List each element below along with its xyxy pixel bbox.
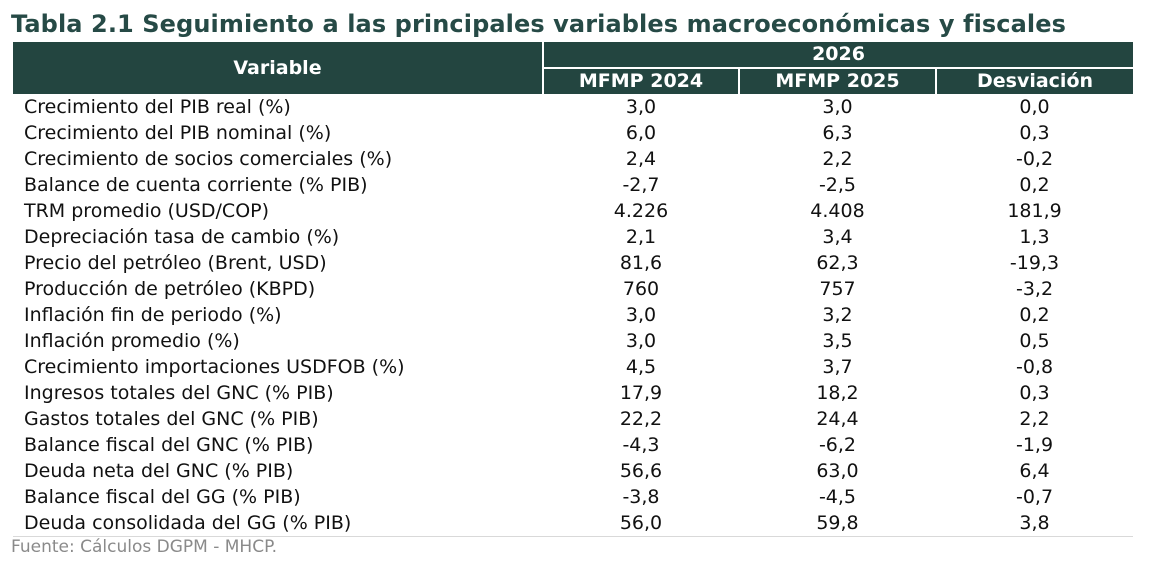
row-label: Depreciación tasa de cambio (%) (24, 226, 340, 248)
value-mfmp-2025: 3,4 (822, 226, 853, 248)
table-row: TRM promedio (USD/COP) 4.226 4.408 181,9 (13, 198, 1133, 224)
value-desviacion: 181,9 (1007, 200, 1062, 222)
table-row: Balance fiscal del GNC (% PIB) -4,3 -6,2 -1… (13, 432, 1133, 458)
row-label: Balance fiscal del GG (% PIB) (24, 486, 301, 508)
value-mfmp-2025: -4,5 (818, 486, 857, 508)
column-header-mfmp-2025: MFMP 2025 (739, 68, 937, 94)
row-label: Deuda neta del GNC (% PIB) (24, 460, 294, 482)
value-desviacion: 0,3 (1019, 122, 1050, 144)
table-row: Crecimiento importaciones USDFOB (%) 4,5 3… (13, 354, 1133, 380)
table-row: Balance de cuenta corriente (% PIB) -2,7 -… (13, 172, 1133, 198)
value-desviacion: 2,2 (1019, 408, 1050, 430)
value-mfmp-2024: 17,9 (619, 382, 663, 404)
value-mfmp-2025: -6,2 (818, 434, 857, 456)
row-label: Balance fiscal del GNC (% PIB) (24, 434, 314, 456)
value-desviacion: 3,8 (936, 510, 1134, 537)
row-label: Crecimiento del PIB nominal (%) (24, 122, 332, 144)
value-mfmp-2024: 56,0 (543, 510, 739, 537)
value-mfmp-2024: 2,1 (625, 226, 657, 248)
value-mfmp-2025: 4.408 (810, 200, 865, 222)
value-mfmp-2024: 22,2 (619, 408, 663, 430)
source-note: Fuente: Cálculos DGPM - MHCP. (11, 537, 278, 557)
value-desviacion: 0,3 (1019, 382, 1050, 404)
value-mfmp-2025: 3,2 (822, 304, 853, 326)
row-label: Precio del petróleo (Brent, USD) (24, 252, 327, 274)
value-mfmp-2024: 760 (622, 278, 660, 300)
column-header-mfmp-2024: MFMP 2024 (543, 68, 740, 94)
table-row: Crecimiento del PIB nominal (%) 6,0 6,3 0,3 (13, 120, 1133, 146)
value-mfmp-2025: -2,5 (818, 174, 857, 196)
row-label: Balance de cuenta corriente (% PIB) (24, 174, 368, 196)
value-mfmp-2024: 56,6 (619, 460, 663, 482)
value-desviacion: 6,4 (1019, 460, 1050, 482)
table-row: Deuda neta del GNC (% PIB) 56,6 63,0 6,4 (13, 458, 1133, 484)
value-mfmp-2024: -4,3 (622, 434, 660, 456)
value-desviacion: -0,2 (1015, 148, 1054, 170)
value-desviacion: -0,7 (1015, 486, 1054, 508)
value-mfmp-2025: 3,0 (822, 96, 853, 118)
value-mfmp-2024: 2,4 (625, 148, 657, 170)
value-mfmp-2025: 24,4 (816, 408, 859, 430)
value-mfmp-2024: 3,0 (625, 96, 657, 118)
table-row: Inflación promedio (%) 3,0 3,5 0,5 (13, 328, 1133, 354)
table-row: Crecimiento de socios comerciales (%) 2,4… (13, 146, 1133, 172)
value-desviacion: -3,2 (1015, 278, 1054, 300)
row-label: Gastos totales del GNC (% PIB) (24, 408, 319, 430)
row-label: Deuda consolidada del GG (% PIB) (13, 510, 543, 537)
table-row: Crecimiento del PIB real (%) 3,0 3,0 0,0 (13, 94, 1133, 120)
value-mfmp-2024: 4,5 (625, 356, 657, 378)
row-label: Crecimiento del PIB real (%) (24, 96, 291, 118)
value-mfmp-2025: 757 (819, 278, 856, 300)
value-desviacion: -19,3 (1009, 252, 1060, 274)
row-label: Ingresos totales del GNC (% PIB) (24, 382, 334, 404)
value-mfmp-2024: 81,6 (619, 252, 663, 274)
table-row: Balance fiscal del GG (% PIB) -3,8 -4,5 -0,… (13, 484, 1133, 510)
value-mfmp-2024: -3,8 (622, 486, 660, 508)
value-desviacion: 0,2 (1019, 304, 1050, 326)
row-label: Inflación fin de periodo (%) (24, 304, 282, 326)
table-row: Precio del petróleo (Brent, USD) 81,6 62,3… (13, 250, 1133, 276)
row-label: TRM promedio (USD/COP) (24, 200, 270, 222)
value-mfmp-2025: 62,3 (816, 252, 859, 274)
value-mfmp-2025: 3,5 (822, 330, 853, 352)
row-label: Inflación promedio (%) (24, 330, 240, 352)
row-label: Crecimiento importaciones USDFOB (%) (24, 356, 405, 378)
value-mfmp-2024: -2,7 (622, 174, 660, 196)
value-mfmp-2025: 6,3 (822, 122, 853, 144)
value-mfmp-2024: 3,0 (625, 304, 657, 326)
value-desviacion: -0,8 (1015, 356, 1054, 378)
table-row: Inflación fin de periodo (%) 3,0 3,2 0,2 (13, 302, 1133, 328)
value-mfmp-2025: 2,2 (822, 148, 853, 170)
value-mfmp-2025: 63,0 (816, 460, 859, 482)
variable-header: Variable (13, 42, 544, 94)
table-row: Depreciación tasa de cambio (%) 2,1 3,4 1,3 (13, 224, 1133, 250)
table-row: Producción de petróleo (KBPD) 760 757 -3,2 (13, 276, 1133, 302)
value-mfmp-2024: 6,0 (625, 122, 657, 144)
row-label: Producción de petróleo (KBPD) (24, 278, 316, 300)
value-mfmp-2024: 4.226 (613, 200, 669, 222)
macro-fiscal-table: Variable 2026 MFMP 2024 MFMP 2025 Desvia… (13, 42, 1134, 537)
value-desviacion: 1,3 (1019, 226, 1050, 248)
value-desviacion: 0,5 (1019, 330, 1050, 352)
row-label: Crecimiento de socios comerciales (%) (24, 148, 393, 170)
table-row: Gastos totales del GNC (% PIB) 22,2 24,4 2,… (13, 406, 1133, 432)
table-title: Tabla 2.1 Seguimiento a las principales … (11, 10, 1066, 38)
column-header-desviacion: Desviación (936, 68, 1134, 94)
value-desviacion: -1,9 (1015, 434, 1054, 456)
table-row: Deuda consolidada del GG (% PIB) 56,0 59,8… (13, 510, 1134, 537)
value-desviacion: 0,0 (1019, 96, 1050, 118)
value-mfmp-2025: 59,8 (739, 510, 936, 537)
year-header: 2026 (543, 42, 1134, 69)
table-row: Ingresos totales del GNC (% PIB) 17,9 18,2… (13, 380, 1133, 406)
value-mfmp-2025: 18,2 (816, 382, 859, 404)
value-mfmp-2025: 3,7 (822, 356, 853, 378)
value-desviacion: 0,2 (1019, 174, 1050, 196)
value-mfmp-2024: 3,0 (625, 330, 657, 352)
